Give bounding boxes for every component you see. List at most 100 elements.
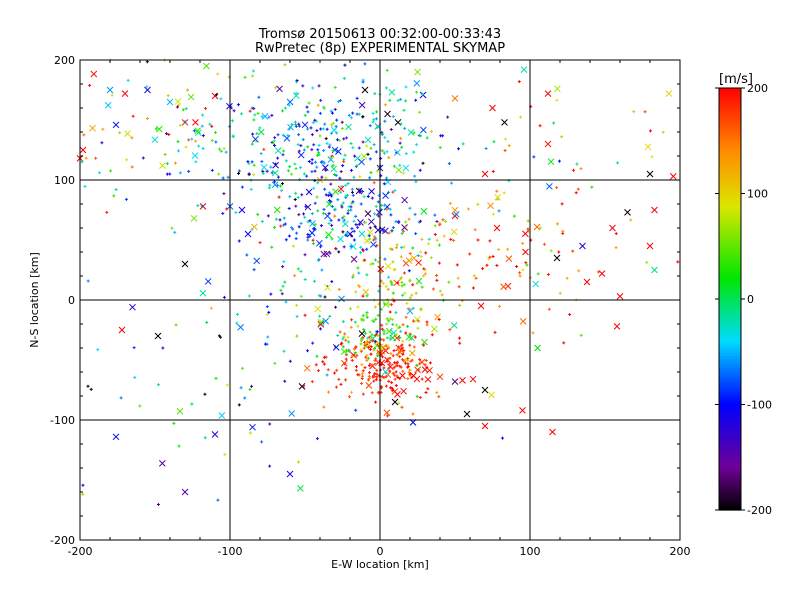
data-point-plus: [401, 229, 405, 233]
data-point-plus: [365, 247, 369, 251]
data-point-plus: [312, 143, 316, 147]
x-tick-label: 0: [377, 545, 384, 558]
data-point-plus: [414, 232, 418, 236]
data-point-plus: [318, 111, 322, 115]
data-point-cross: [358, 158, 365, 166]
data-point-plus: [398, 355, 402, 359]
data-point-plus: [322, 355, 326, 359]
colorbar-segment: [719, 142, 741, 146]
data-point-plus: [361, 140, 365, 144]
data-point-plus: [395, 243, 399, 247]
data-point-plus: [455, 263, 459, 267]
data-point-plus: [423, 272, 427, 276]
data-point-cross: [112, 433, 120, 441]
data-point-plus: [425, 365, 429, 369]
data-point-plus: [507, 144, 511, 148]
data-point-plus: [386, 414, 390, 418]
data-point-plus: [345, 231, 349, 235]
data-point-plus: [415, 363, 419, 367]
data-point-plus: [437, 243, 441, 247]
colorbar-segment: [719, 329, 741, 333]
data-point-plus: [390, 282, 394, 286]
data-point-plus: [283, 280, 287, 284]
data-point-plus: [119, 396, 123, 400]
data-point-cross: [260, 164, 268, 171]
data-point-plus: [267, 115, 271, 119]
data-point-plus: [307, 160, 311, 164]
colorbar-segment: [719, 416, 741, 421]
data-point-plus: [419, 134, 423, 138]
data-point-plus: [168, 172, 172, 176]
data-point-plus: [352, 347, 356, 351]
data-point-cross: [252, 135, 259, 143]
data-point-plus: [341, 320, 345, 324]
colorbar-segment: [719, 476, 741, 481]
data-point-plus: [422, 343, 426, 347]
data-point-plus: [425, 323, 429, 327]
data-point-plus: [412, 345, 416, 349]
colorbar-segment: [719, 503, 741, 508]
data-point-plus: [419, 255, 423, 259]
data-point-plus: [163, 153, 167, 157]
data-point-plus: [177, 444, 181, 448]
data-point-plus: [423, 341, 427, 345]
data-point-plus: [333, 207, 337, 211]
data-point-cross: [405, 333, 413, 341]
data-point-plus: [219, 149, 223, 153]
data-point-plus: [319, 127, 323, 131]
data-point-plus: [303, 215, 307, 219]
data-point-cross: [203, 62, 210, 70]
data-point-plus: [251, 132, 255, 136]
data-point-plus: [371, 318, 375, 322]
data-point-plus: [280, 182, 284, 186]
data-point-plus: [397, 219, 401, 223]
data-point-plus: [406, 357, 410, 361]
colorbar-segment: [719, 274, 741, 279]
data-point-plus: [251, 74, 255, 78]
data-point-plus: [217, 172, 221, 176]
data-point-plus: [337, 287, 341, 291]
data-point-plus: [337, 250, 341, 254]
data-point-plus: [235, 312, 239, 316]
data-point-plus: [248, 387, 252, 391]
data-point-plus: [375, 375, 379, 379]
data-point-plus: [302, 212, 306, 216]
data-point-plus: [394, 364, 398, 368]
data-point-plus: [411, 319, 415, 323]
data-point-plus: [458, 336, 462, 340]
data-point-plus: [336, 334, 340, 338]
data-point-cross: [532, 280, 540, 288]
data-point-plus: [515, 265, 519, 269]
data-point-plus: [466, 207, 470, 211]
data-point-plus: [359, 202, 363, 206]
data-point-plus: [267, 186, 271, 190]
data-point-plus: [276, 183, 280, 187]
data-point-plus: [344, 366, 348, 370]
data-point-plus: [560, 202, 564, 206]
data-point-cross: [394, 391, 401, 398]
data-point-cross: [237, 323, 244, 331]
data-point-plus: [324, 193, 328, 197]
colorbar-label: [m/s]: [719, 72, 753, 87]
data-point-cross: [382, 301, 390, 308]
data-point-plus: [457, 285, 461, 289]
data-point-plus: [187, 138, 191, 142]
data-point-plus: [101, 127, 105, 131]
colorbar-segment: [719, 229, 741, 234]
data-point-plus: [346, 182, 350, 186]
data-point-plus: [364, 221, 368, 225]
data-point-cross: [204, 278, 212, 285]
colorbar-segment: [719, 217, 741, 222]
data-point-plus: [572, 168, 576, 172]
data-point-plus: [375, 330, 379, 334]
data-point-cross: [644, 143, 652, 151]
data-point-plus: [308, 235, 312, 239]
data-point-cross: [413, 316, 421, 323]
data-point-plus: [388, 207, 392, 211]
data-point-plus: [130, 165, 134, 169]
data-point-plus: [376, 313, 380, 317]
data-point-cross: [104, 101, 112, 109]
data-point-cross: [322, 317, 330, 325]
data-point-plus: [305, 174, 309, 178]
data-point-plus: [433, 213, 437, 217]
